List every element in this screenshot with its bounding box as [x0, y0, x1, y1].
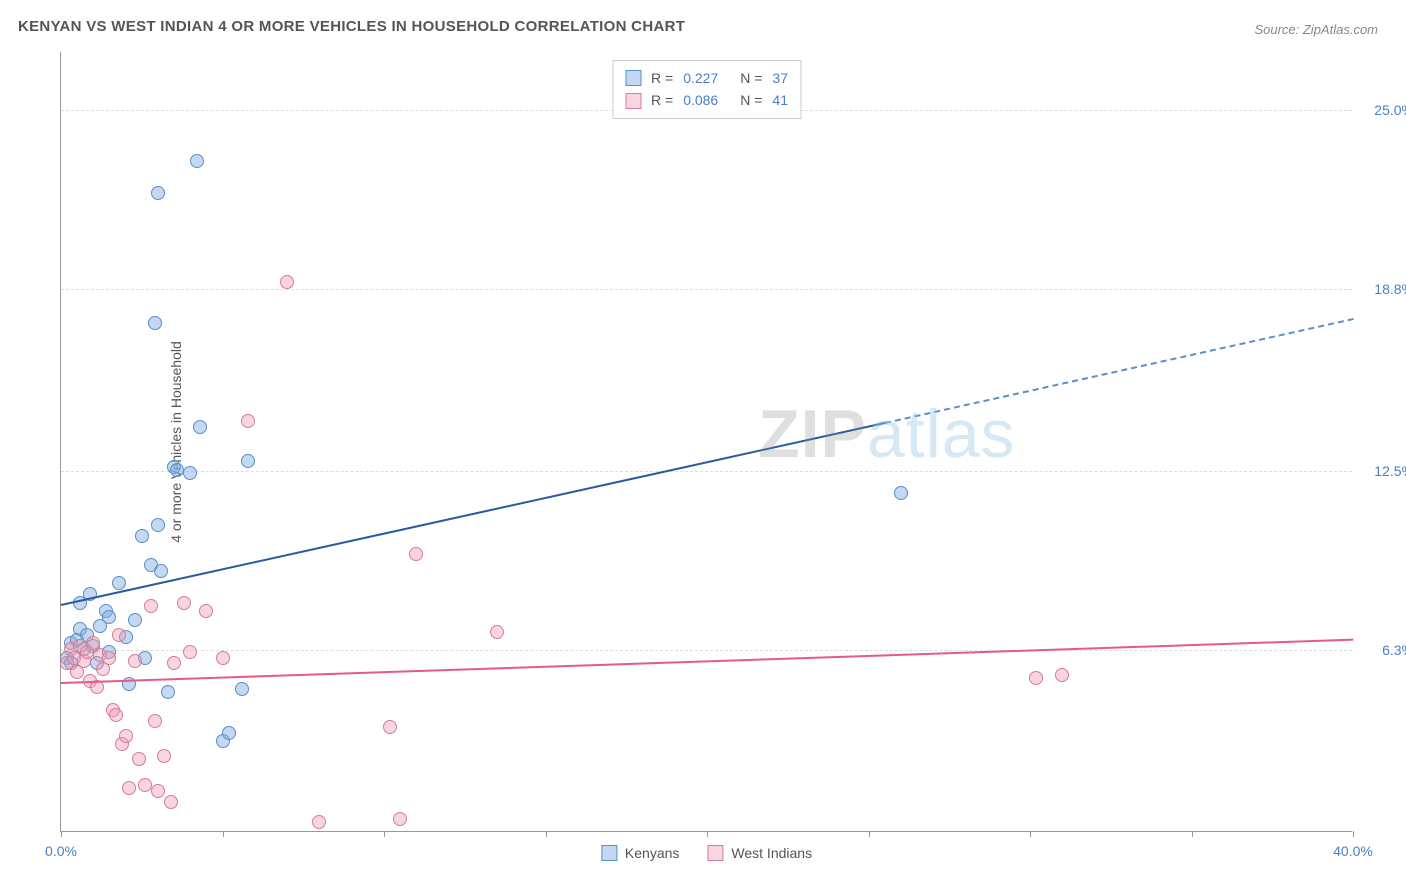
legend-r-label: R = [651, 67, 673, 89]
series-label: West Indians [731, 845, 812, 861]
data-point [138, 778, 152, 792]
data-point [102, 651, 116, 665]
legend-r-label: R = [651, 89, 673, 111]
data-point [148, 714, 162, 728]
series-legend-kenyans: Kenyans [601, 845, 679, 861]
data-point [128, 654, 142, 668]
data-point [102, 610, 116, 624]
legend-r-value-1: 0.086 [683, 89, 718, 111]
data-point [170, 463, 184, 477]
data-point [190, 154, 204, 168]
data-point [490, 625, 504, 639]
data-point [164, 795, 178, 809]
data-point [157, 749, 171, 763]
data-point [280, 275, 294, 289]
data-point [393, 812, 407, 826]
data-point [109, 708, 123, 722]
legend-n-value-0: 37 [772, 67, 788, 89]
swatch-pink-icon [625, 93, 641, 109]
legend-n-value-1: 41 [772, 89, 788, 111]
data-point [383, 720, 397, 734]
data-point [132, 752, 146, 766]
trend-line [61, 638, 1353, 683]
data-point [241, 414, 255, 428]
data-point [183, 466, 197, 480]
ytick-label: 6.3% [1382, 642, 1406, 658]
xtick-label: 40.0% [1333, 843, 1373, 859]
data-point [235, 682, 249, 696]
data-point [135, 529, 149, 543]
legend-n-label: N = [740, 89, 762, 111]
data-point [154, 564, 168, 578]
ytick-label: 25.0% [1374, 102, 1406, 118]
watermark: ZIPatlas [758, 395, 1015, 473]
ytick-label: 12.5% [1374, 463, 1406, 479]
xtick [61, 831, 62, 837]
xtick [707, 831, 708, 837]
legend-row-kenyans: R = 0.227 N = 37 [625, 67, 788, 89]
data-point [894, 486, 908, 500]
data-point [112, 628, 126, 642]
trend-line [61, 422, 885, 606]
data-point [1029, 671, 1043, 685]
data-point [167, 656, 181, 670]
data-point [222, 726, 236, 740]
data-point [241, 454, 255, 468]
xtick [223, 831, 224, 837]
ytick-label: 18.8% [1374, 281, 1406, 297]
data-point [409, 547, 423, 561]
data-point [183, 645, 197, 659]
y-axis-label: 4 or more Vehicles in Household [168, 341, 184, 543]
xtick [1353, 831, 1354, 837]
correlation-legend: R = 0.227 N = 37 R = 0.086 N = 41 [612, 60, 801, 119]
source-label: Source: ZipAtlas.com [1254, 22, 1378, 37]
legend-row-westindians: R = 0.086 N = 41 [625, 89, 788, 111]
xtick [1030, 831, 1031, 837]
data-point [112, 576, 126, 590]
data-point [177, 596, 191, 610]
data-point [161, 685, 175, 699]
xtick [869, 831, 870, 837]
data-point [148, 316, 162, 330]
data-point [1055, 668, 1069, 682]
data-point [119, 729, 133, 743]
data-point [151, 784, 165, 798]
data-point [151, 518, 165, 532]
data-point [144, 599, 158, 613]
data-point [128, 613, 142, 627]
legend-r-value-0: 0.227 [683, 67, 718, 89]
data-point [122, 781, 136, 795]
series-label: Kenyans [625, 845, 679, 861]
data-point [312, 815, 326, 829]
series-legend-westindians: West Indians [707, 845, 812, 861]
trend-line [884, 318, 1353, 424]
series-legend: Kenyans West Indians [601, 845, 812, 861]
chart-title: KENYAN VS WEST INDIAN 4 OR MORE VEHICLES… [18, 18, 685, 35]
xtick [546, 831, 547, 837]
swatch-pink-icon [707, 845, 723, 861]
data-point [151, 186, 165, 200]
xtick [1192, 831, 1193, 837]
data-point [199, 604, 213, 618]
gridline [61, 289, 1352, 290]
xtick-label: 0.0% [45, 843, 77, 859]
scatter-plot: 4 or more Vehicles in Household 6.3%12.5… [60, 52, 1352, 832]
data-point [193, 420, 207, 434]
data-point [216, 651, 230, 665]
gridline [61, 471, 1352, 472]
gridline [61, 650, 1352, 651]
swatch-blue-icon [625, 70, 641, 86]
legend-n-label: N = [740, 67, 762, 89]
swatch-blue-icon [601, 845, 617, 861]
xtick [384, 831, 385, 837]
